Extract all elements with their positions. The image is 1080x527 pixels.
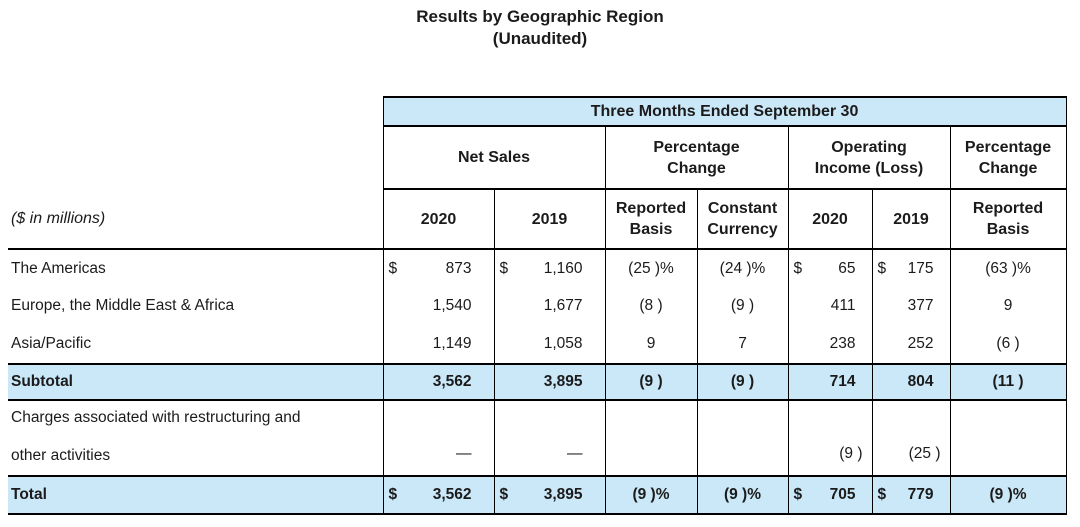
col-header-oi-2020: 2020 (787, 189, 872, 250)
cell-pct-reported: (9 ) (604, 364, 697, 401)
row-label: The Americas (11, 259, 106, 277)
cell-oi-2019: $779 (871, 476, 950, 515)
cell-oi-2020: $65 (787, 249, 872, 287)
row-label: Europe, the Middle East & Africa (11, 297, 235, 314)
dollar-sign: $ (793, 259, 803, 277)
row-europe-middle-east-africa: Europe, the Middle East & Africa 1,540 1… (8, 287, 1067, 325)
group-header-net-sales: Net Sales (382, 126, 605, 190)
cell-pct-constant: (9 ) (696, 364, 788, 401)
column-header-row: ($ in millions) 2020 2019 Reported Basis… (8, 189, 1067, 250)
row-label: Subtotal (8, 364, 383, 401)
row-charges-restructuring: Charges associated with restructuring an… (8, 400, 1067, 477)
group-header-percentage-change-2: Percentage Change (949, 126, 1067, 190)
cell-ns-2019: — (493, 400, 605, 477)
row-label: Asia/Pacific (8, 325, 383, 365)
group-header-percentage-change-1: Percentage Change (604, 126, 788, 190)
cell-ns-2020: — (382, 400, 494, 477)
group-header-row: Net Sales Percentage Change Operating In… (8, 126, 1067, 190)
cell-pct-reported: (25 )% (604, 249, 697, 287)
cell-ns-2019: $3,895 (493, 476, 605, 515)
cell-oi-2020: $705 (787, 476, 872, 515)
cell-pct-reported-oi: (6 ) (949, 325, 1067, 365)
col-header-ns-2019: 2019 (493, 189, 605, 250)
document-header: Results by Geographic Region (Unaudited) (0, 0, 1080, 50)
cell-pct-constant: 7 (696, 325, 788, 365)
cell-pct-constant: (9 )% (696, 476, 788, 515)
period-header: Three Months Ended September 30 (382, 96, 1067, 127)
cell-ns-2020: $3,562 (382, 476, 494, 515)
cell-pct-reported: (8 ) (604, 287, 697, 325)
document-subtitle: (Unaudited) (492, 29, 588, 48)
row-total: Total $3,562 $3,895 (9 )% (9 )% $705 $77… (8, 476, 1067, 515)
cell-pct-reported: 9 (604, 325, 697, 365)
cell-oi-2019: 804 (871, 364, 950, 401)
row-label: Charges associated with restructuring an… (8, 400, 383, 477)
units-note: ($ in millions) (8, 189, 383, 250)
dollar-sign: $ (388, 259, 398, 277)
dollar-sign: $ (388, 486, 398, 503)
col-header-reported-basis-2: Reported Basis (949, 189, 1067, 250)
col-header-reported-basis-1: Reported Basis (604, 189, 697, 250)
cell-oi-2019: $175 (871, 249, 950, 287)
cell-ns-2020: 1,149 (382, 325, 494, 365)
cell-pct-reported (604, 400, 697, 477)
cell-oi-2019: (25 ) (871, 400, 950, 477)
row-the-americas: The Americas $873 $1,160 (25 )% (24 )% $… (8, 249, 1067, 287)
cell-pct-reported-oi (949, 400, 1067, 477)
dollar-sign: $ (499, 486, 509, 503)
row-subtotal: Subtotal 3,562 3,895 (9 ) (9 ) 714 804 (… (8, 364, 1067, 401)
row-label: Total (8, 476, 383, 515)
document-title: Results by Geographic Region (416, 7, 664, 26)
cell-oi-2020: 714 (787, 364, 872, 401)
cell-ns-2019: 1,677 (493, 287, 605, 325)
cell-pct-constant (696, 400, 788, 477)
cell-ns-2019: $1,160 (493, 249, 605, 287)
cell-pct-reported-oi: (63 )% (949, 249, 1067, 287)
cell-pct-reported-oi: 9 (949, 287, 1067, 325)
cell-pct-reported: (9 )% (604, 476, 697, 515)
cell-ns-2019: 1,058 (493, 325, 605, 365)
em-dash: — (567, 445, 583, 462)
cell-pct-constant: (9 ) (696, 287, 788, 325)
dollar-sign: $ (499, 259, 509, 277)
cell-oi-2020: (9 ) (787, 400, 872, 477)
em-dash: — (456, 445, 472, 462)
cell-ns-2020: $873 (382, 249, 494, 287)
row-asia-pacific: Asia/Pacific 1,149 1,058 9 7 238 252 (6 … (8, 325, 1067, 365)
group-header-operating-income: Operating Income (Loss) (787, 126, 950, 190)
empty-corner-cell (8, 97, 383, 126)
col-header-constant-currency: Constant Currency (696, 189, 788, 250)
cell-oi-2020: 238 (787, 325, 872, 365)
dollar-sign: $ (793, 486, 803, 503)
results-table: Three Months Ended September 30 Net Sale… (8, 96, 1067, 515)
dollar-sign: $ (877, 486, 887, 503)
cell-pct-reported-oi: (11 ) (949, 364, 1067, 401)
cell-pct-reported-oi: (9 )% (949, 476, 1067, 515)
col-header-oi-2019: 2019 (871, 189, 950, 250)
cell-pct-constant: (24 )% (696, 249, 788, 287)
cell-oi-2019: 377 (871, 287, 950, 325)
empty-corner-cell (8, 126, 383, 189)
period-header-row: Three Months Ended September 30 (8, 96, 1067, 127)
cell-ns-2019: 3,895 (493, 364, 605, 401)
dollar-sign: $ (877, 259, 887, 277)
col-header-ns-2020: 2020 (382, 189, 494, 250)
cell-ns-2020: 3,562 (382, 364, 494, 401)
cell-ns-2020: 1,540 (382, 287, 494, 325)
cell-oi-2019: 252 (871, 325, 950, 365)
cell-oi-2020: 411 (787, 287, 872, 325)
